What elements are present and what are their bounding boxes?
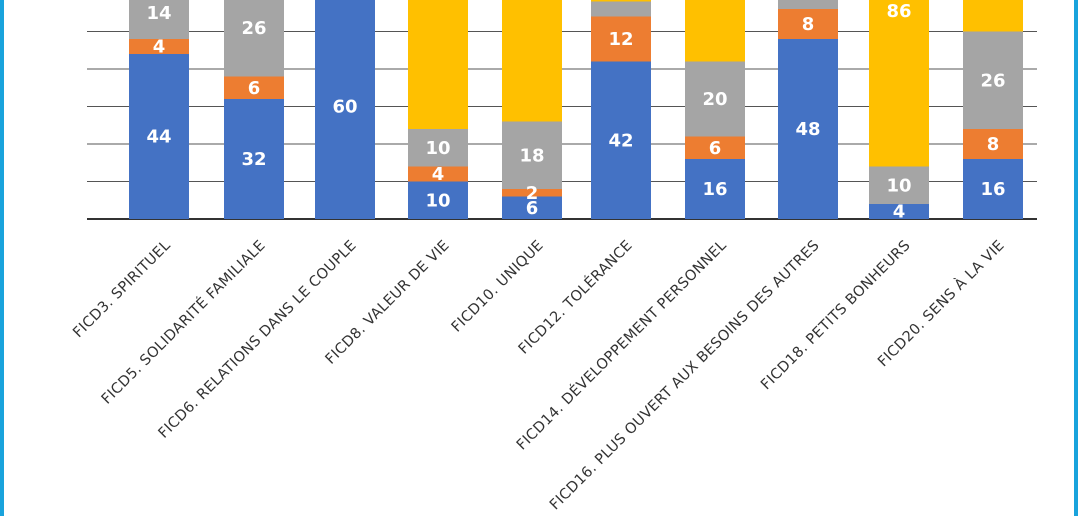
data-label: 26 [980,70,1005,91]
data-label: 6 [248,78,261,99]
bar-segment [778,0,838,9]
data-label: 26 [241,18,266,39]
bar-segment [129,54,189,219]
category-label: FICD5. SOLIDARITÉ FAMILIALE [98,237,269,408]
data-label: 86 [886,1,911,22]
data-label: 4 [153,37,166,58]
bar-segment [129,39,189,54]
bar-segment [963,129,1023,159]
bar-segment [778,39,838,219]
bar-segment [408,166,468,182]
bar-segment [502,121,562,189]
data-label: 8 [987,134,1000,155]
bar-segment [408,0,468,129]
bar-segment [963,31,1023,129]
bars-group [129,0,1023,219]
bar-segment [591,0,651,2]
data-label: 6 [709,138,722,159]
data-label: 10 [425,190,450,211]
category-label: FICD6. RELATIONS DANS LE COUPLE [156,238,360,442]
bar-segment [591,16,651,62]
data-label: 6 [526,198,539,219]
data-label: 10 [425,138,450,159]
bar-segment [408,181,468,219]
bar-segment [685,159,745,219]
category-label: FICD14. DÉVELOPPEMENT PERSONNEL [513,237,730,454]
data-label: 14 [146,3,171,24]
bar-segment [129,0,189,39]
bar-segment [591,61,651,219]
bar-segment [685,136,745,159]
bar-segment [869,0,929,167]
bar-segment [502,196,562,219]
bar-segment [591,1,651,17]
bar-segment [963,0,1023,32]
data-label: 8 [802,14,815,35]
data-label: 18 [519,145,544,166]
bar-segment [778,9,838,39]
category-label: FICD3. SPIRITUEL [70,238,174,342]
bar-segment [224,99,284,219]
bar-segment [685,0,745,62]
data-label: 44 [146,127,171,148]
bar-segment [685,61,745,137]
bar-segment [502,0,562,122]
data-label: 4 [893,202,906,223]
category-label: FICD18. PETITS BONHEURS [758,238,914,394]
data-label: 16 [980,179,1005,200]
data-label: 42 [608,130,633,151]
category-label: FICD10. UNIQUE [449,238,547,336]
data-label: 12 [608,29,633,50]
data-label: 48 [795,119,820,140]
data-label: 60 [332,97,357,118]
bar-segment [963,159,1023,219]
bar-segment [408,129,468,167]
data-labels-group: 4441432626601041062184212166204884108616… [146,1,1005,223]
data-label: 10 [886,175,911,196]
bar-segment [224,76,284,99]
bar-segment [869,204,929,219]
data-label: 4 [432,164,445,185]
bar-segment [869,166,929,204]
stacked-bar-chart: 4441432626601041062184212166204884108616… [70,0,1037,513]
bar-segment [502,189,562,197]
data-label: 20 [702,89,727,110]
data-label: 32 [241,149,266,170]
bar-segment [224,0,284,77]
data-label: 16 [702,179,727,200]
data-label: 2 [526,183,539,204]
bar-segment [315,0,375,219]
